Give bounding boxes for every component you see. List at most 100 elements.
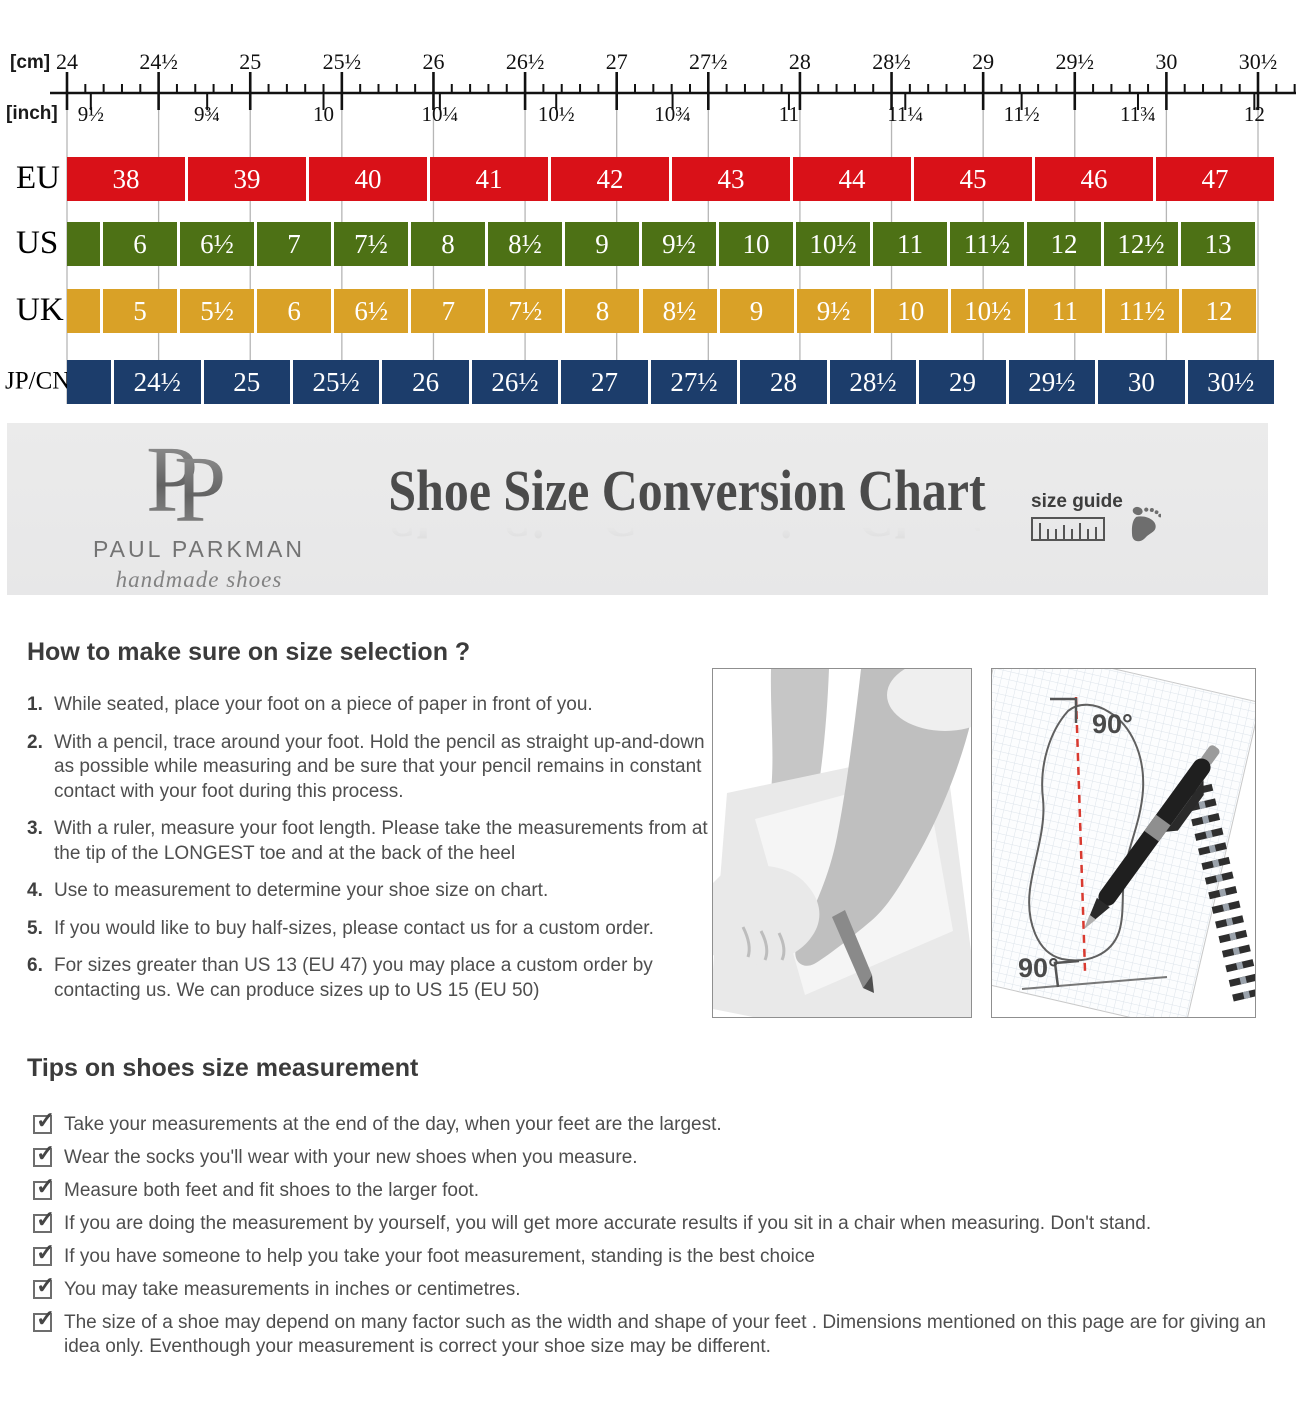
ruler-icon	[1031, 517, 1105, 541]
tip-item: You may take measurements in inches or c…	[27, 1273, 1289, 1302]
size-cell: 8½	[642, 289, 717, 333]
size-cell: 39	[188, 157, 306, 201]
size-cell: 9½	[642, 222, 716, 266]
step-number: 6.	[27, 955, 43, 976]
size-cell: 13	[1181, 222, 1255, 266]
angle-label-top: 90°	[1092, 709, 1133, 739]
size-cell: 28½	[829, 360, 917, 404]
howto-step: 4. Use to measurement to determine your s…	[27, 879, 712, 904]
howto-steps: 1. While seated, place your foot on a pie…	[27, 693, 712, 1003]
tips-section: Tips on shoes size measurement Take your…	[27, 1054, 1289, 1368]
tip-text: Wear the socks you'll wear with your new…	[64, 1147, 638, 1168]
inch-tick-label: 10	[313, 102, 334, 126]
size-cell: 27½	[650, 360, 738, 404]
size-cell: 38	[67, 157, 185, 201]
foot-outline-notebook-photo: 90° 90°	[991, 668, 1256, 1018]
step-number: 2.	[27, 731, 43, 753]
size-cell-lead	[67, 222, 100, 266]
inch-tick-label: 10¾	[654, 102, 691, 126]
tip-item: If you are doing the measurement by your…	[27, 1207, 1289, 1236]
size-cell: 11	[1027, 289, 1102, 333]
size-cell: 7½	[334, 222, 408, 266]
size-cell: 44	[793, 157, 911, 201]
row-label-eu: EU	[16, 159, 60, 196]
size-cell: 25	[203, 360, 290, 404]
checked-checkbox-icon	[33, 1141, 55, 1167]
size-cell: 30	[1098, 360, 1185, 404]
cm-tick-label: 26	[422, 49, 444, 74]
tip-text: If you are doing the measurement by your…	[64, 1213, 1152, 1234]
inch-unit-label: [inch]	[6, 103, 58, 124]
size-cell: 9	[565, 222, 639, 266]
footprint-icon	[1131, 506, 1161, 542]
cm-tick-label: 27	[606, 49, 628, 74]
cm-tick-label: 30	[1155, 49, 1177, 74]
size-cell: 7	[411, 289, 486, 333]
angle-label-bottom: 90°	[1018, 953, 1059, 983]
tip-item: Take your measurements at the end of the…	[27, 1108, 1289, 1137]
tip-text: Measure both feet and fit shoes to the l…	[64, 1180, 480, 1201]
size-cell: 45	[914, 157, 1032, 201]
tips-list: Take your measurements at the end of the…	[27, 1108, 1289, 1359]
page-title: Shoe Size Conversion Chart	[388, 458, 986, 523]
content-section: How to make sure on size selection ? 1. W…	[0, 598, 1308, 1416]
size-cell: 8½	[488, 222, 562, 266]
size-cell-lead	[67, 360, 111, 404]
checked-checkbox-icon	[33, 1240, 55, 1266]
cm-tick-label: 30½	[1239, 49, 1278, 74]
howto-step: 1. While seated, place your foot on a pie…	[27, 693, 712, 718]
size-cell: 10	[873, 289, 948, 333]
ruler-graphic: 24 24½ 25 25½ 26 26½ 27 27½ 28 28½ 29 29½ 30 30½9½ 9¾ 1…	[50, 49, 1296, 404]
checked-checkbox-icon	[33, 1108, 55, 1134]
cm-tick-label: 25½	[323, 49, 362, 74]
size-cell: 10½	[950, 289, 1025, 333]
size-cell: 8	[565, 289, 640, 333]
howto-step: 5. If you would like to buy half-sizes, p…	[27, 917, 712, 942]
checked-checkbox-icon	[33, 1207, 55, 1233]
inch-tick-label: 10¼	[421, 102, 458, 126]
size-cell: 47	[1156, 157, 1274, 201]
howto-step: 2. With a pencil, trace around your foot.…	[27, 731, 712, 805]
size-cell: 6½	[334, 289, 409, 333]
page-title-reflection: Shoe Size Conversion Chart	[386, 521, 988, 547]
size-cell: 11½	[1104, 289, 1179, 333]
size-cell: 42	[551, 157, 669, 201]
size-guide-label: size guide	[1031, 491, 1123, 512]
size-cell: 6½	[180, 222, 254, 266]
cm-tick-label: 25	[239, 49, 261, 74]
inch-tick-label: 9½	[78, 102, 104, 126]
brand-name: PAUL PARKMAN	[93, 536, 305, 562]
tip-text: Take your measurements at the end of the…	[64, 1114, 722, 1135]
step-text: With a pencil, trace around your foot. H…	[54, 731, 705, 802]
inch-tick-label: 9¾	[194, 102, 220, 126]
size-cell: 41	[430, 157, 548, 201]
cm-tick-label: 28	[789, 49, 811, 74]
size-cell: 12	[1027, 222, 1101, 266]
size-cell: 11	[873, 222, 947, 266]
size-cell: 6	[103, 222, 177, 266]
row-label-uk: UK	[16, 291, 64, 328]
step-number: 4.	[27, 880, 43, 901]
size-cell: 46	[1035, 157, 1153, 201]
cm-unit-label: [cm]	[10, 52, 51, 73]
size-cell-lead	[67, 289, 100, 333]
size-cell: 9½	[796, 289, 871, 333]
instruction-figures: 90° 90°	[712, 668, 1256, 1018]
size-cell: 7	[257, 222, 331, 266]
step-number: 1.	[27, 694, 43, 715]
size-cell: 5	[103, 289, 178, 333]
size-cell: 9	[719, 289, 794, 333]
size-cell: 27	[561, 360, 648, 404]
step-text: If you would like to buy half-sizes, ple…	[54, 917, 654, 939]
size-cell: 7½	[488, 289, 563, 333]
tip-item: Measure both feet and fit shoes to the l…	[27, 1174, 1289, 1203]
banner: P P PAUL PARKMAN handmade shoes Shoe Siz…	[7, 423, 1268, 595]
step-number: 3.	[27, 818, 43, 839]
row-label-jp-cn: JP/CN	[5, 367, 71, 395]
size-cell: 10½	[796, 222, 870, 266]
size-cell: 25½	[292, 360, 380, 404]
checked-checkbox-icon	[33, 1273, 55, 1299]
foot-tracing-illustration	[712, 668, 972, 1018]
inch-tick-label: 10½	[538, 102, 575, 126]
